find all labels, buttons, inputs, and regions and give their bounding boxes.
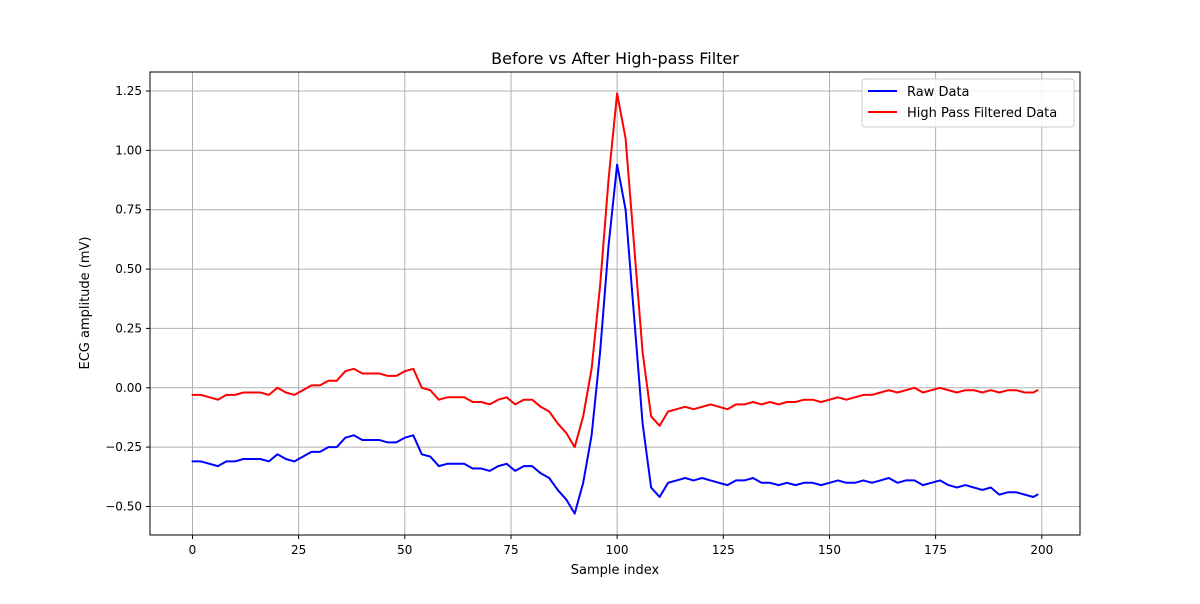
y-tick-label: 0.75 xyxy=(115,203,142,217)
x-tick-label: 75 xyxy=(503,543,518,557)
x-tick-label: 150 xyxy=(818,543,841,557)
y-tick-label: 0.25 xyxy=(115,321,142,335)
series-line-filtered-data xyxy=(191,92,1039,449)
x-tick-label: 100 xyxy=(606,543,629,557)
y-axis-label: ECG amplitude (mV) xyxy=(78,236,93,369)
y-tick-label: −0.50 xyxy=(105,500,142,514)
chart-title: Before vs After High-pass Filter xyxy=(491,49,739,68)
y-tick-label: 1.25 xyxy=(115,84,142,98)
legend-label-filtered-data: High Pass Filtered Data xyxy=(907,106,1057,121)
y-tick-label: 1.00 xyxy=(115,143,142,157)
axis-ticks: 0 25 50 75 100 125 150 175 200 −0.50 −0.25 0.00 0.25… xyxy=(105,84,1053,557)
legend: Raw Data High Pass Filtered Data xyxy=(861,78,1075,128)
series-lines xyxy=(191,92,1039,515)
x-tick-label: 0 xyxy=(189,543,197,557)
grid xyxy=(150,72,1080,535)
plot-frame xyxy=(149,71,1081,536)
x-tick-label: 25 xyxy=(291,543,306,557)
y-tick-label: 0.00 xyxy=(115,381,142,395)
y-tick-label: 0.50 xyxy=(115,262,142,276)
legend-box xyxy=(861,78,1075,128)
series-line-raw-data xyxy=(191,163,1039,515)
x-tick-label: 125 xyxy=(712,543,735,557)
x-axis-label: Sample index xyxy=(571,563,660,578)
x-tick-label: 200 xyxy=(1030,543,1053,557)
x-tick-label: 50 xyxy=(397,543,412,557)
x-tick-label: 175 xyxy=(924,543,947,557)
y-tick-label: −0.25 xyxy=(105,440,142,454)
legend-label-raw-data: Raw Data xyxy=(907,85,970,100)
